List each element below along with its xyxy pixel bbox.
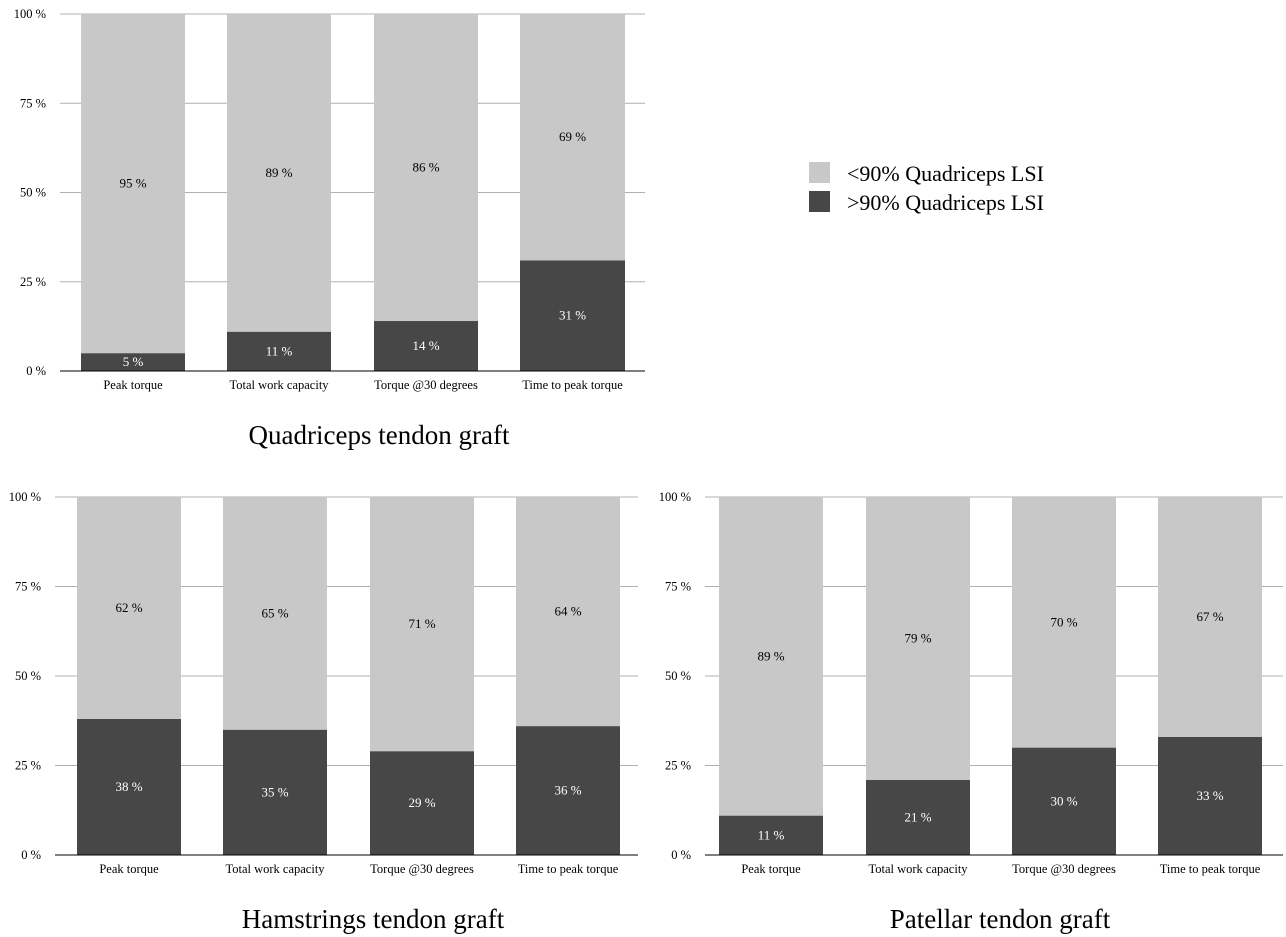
hamstrings-chart: 0 % 25 % 50 % 75 % 100 % 38 % 62 % Peak torque 3… xyxy=(9,490,638,934)
hamstrings-bar-below-90 xyxy=(223,497,327,730)
hamstrings-data-label: 35 % xyxy=(261,784,288,799)
hamstrings-category-label: Time to peak torque xyxy=(518,862,619,876)
patellar-data-label: 70 % xyxy=(1050,614,1077,629)
quadriceps-bar-below-90 xyxy=(520,14,625,261)
patellar-data-label: 21 % xyxy=(904,809,931,824)
patellar-category-label: Torque @30 degrees xyxy=(1012,862,1116,876)
quadriceps-data-label: 14 % xyxy=(412,338,439,353)
hamstrings-category-label: Torque @30 degrees xyxy=(370,862,474,876)
legend-label-below-90: <90% Quadriceps LSI xyxy=(847,161,1044,186)
hamstrings-y-tick-label: 25 % xyxy=(15,759,41,773)
patellar-bar-above-90 xyxy=(1158,736,1262,855)
quadriceps-data-label: 86 % xyxy=(412,160,439,175)
patellar-bar-above-90 xyxy=(866,779,970,855)
quadriceps-y-tick-label: 100 % xyxy=(14,7,46,21)
hamstrings-bar-above-90 xyxy=(223,729,327,855)
patellar-data-label: 30 % xyxy=(1050,793,1077,808)
patellar-category-label: Total work capacity xyxy=(868,862,968,876)
quadriceps-bar-above-90 xyxy=(227,331,331,371)
patellar-y-tick-label: 100 % xyxy=(659,490,691,504)
hamstrings-bar-above-90 xyxy=(516,726,620,855)
hamstrings-y-tick-label: 50 % xyxy=(15,669,41,683)
patellar-bar-below-90 xyxy=(719,497,823,816)
quadriceps-y-tick-label: 50 % xyxy=(20,186,46,200)
patellar-category-label: Time to peak torque xyxy=(1160,862,1261,876)
quadriceps-y-tick-label: 75 % xyxy=(20,96,46,110)
quadriceps-data-label: 89 % xyxy=(265,165,292,180)
patellar-data-label: 33 % xyxy=(1196,788,1223,803)
hamstrings-bar-above-90 xyxy=(370,751,474,855)
patellar-data-label: 89 % xyxy=(757,648,784,663)
legend-label-above-90: >90% Quadriceps LSI xyxy=(847,190,1044,215)
hamstrings-category-label: Total work capacity xyxy=(225,862,325,876)
hamstrings-bar-below-90 xyxy=(516,497,620,727)
patellar-bar-above-90 xyxy=(719,815,823,855)
hamstrings-data-label: 38 % xyxy=(115,779,142,794)
patellar-y-tick-label: 0 % xyxy=(671,848,691,862)
hamstrings-bar-below-90 xyxy=(370,497,474,752)
hamstrings-chart-title: Hamstrings tendon graft xyxy=(242,904,505,934)
hamstrings-data-label: 71 % xyxy=(408,616,435,631)
patellar-chart: 0 % 25 % 50 % 75 % 100 % 11 % 89 % Peak torque 2… xyxy=(659,490,1283,934)
quadriceps-data-label: 31 % xyxy=(559,308,586,323)
hamstrings-y-tick-label: 100 % xyxy=(9,490,41,504)
quadriceps-bar-above-90 xyxy=(81,353,185,371)
quadriceps-bar-below-90 xyxy=(227,14,331,332)
patellar-data-label: 67 % xyxy=(1196,609,1223,624)
patellar-data-label: 11 % xyxy=(758,827,785,842)
quadriceps-category-label: Torque @30 degrees xyxy=(374,378,478,392)
legend-swatch-below-90 xyxy=(809,162,830,183)
hamstrings-bar-below-90 xyxy=(77,497,181,719)
legend: <90% Quadriceps LSI >90% Quadriceps LSI xyxy=(809,161,1044,215)
hamstrings-data-label: 64 % xyxy=(554,604,581,619)
quadriceps-bar-below-90 xyxy=(81,14,185,354)
quadriceps-bar-below-90 xyxy=(374,14,478,322)
quadriceps-category-label: Time to peak torque xyxy=(522,378,623,392)
patellar-bar-below-90 xyxy=(1012,497,1116,748)
patellar-category-label: Peak torque xyxy=(741,862,801,876)
hamstrings-y-tick-label: 0 % xyxy=(21,848,41,862)
hamstrings-y-tick-label: 75 % xyxy=(15,580,41,594)
hamstrings-data-label: 65 % xyxy=(261,605,288,620)
quadriceps-bar-above-90 xyxy=(374,321,478,371)
hamstrings-data-label: 29 % xyxy=(408,795,435,810)
quadriceps-bar-above-90 xyxy=(520,260,625,371)
hamstrings-data-label: 36 % xyxy=(554,783,581,798)
patellar-y-tick-label: 50 % xyxy=(665,669,691,683)
hamstrings-data-label: 62 % xyxy=(115,600,142,615)
quadriceps-data-label: 95 % xyxy=(119,176,146,191)
legend-swatch-above-90 xyxy=(809,191,830,212)
quadriceps-data-label: 69 % xyxy=(559,129,586,144)
quadriceps-data-label: 5 % xyxy=(123,354,144,369)
patellar-data-label: 79 % xyxy=(904,630,931,645)
quadriceps-category-label: Peak torque xyxy=(103,378,163,392)
quadriceps-y-tick-label: 25 % xyxy=(20,275,46,289)
quadriceps-chart-title: Quadriceps tendon graft xyxy=(249,420,510,450)
patellar-bar-above-90 xyxy=(1012,747,1116,855)
quadriceps-chart: 0 % 25 % 50 % 75 % 100 % 5 % 95 % Peak torque 11… xyxy=(14,7,645,450)
hamstrings-bar-above-90 xyxy=(77,718,181,855)
patellar-y-tick-label: 25 % xyxy=(665,759,691,773)
patellar-y-tick-label: 75 % xyxy=(665,580,691,594)
patellar-bar-below-90 xyxy=(1158,497,1262,737)
patellar-bar-below-90 xyxy=(866,497,970,780)
patellar-chart-title: Patellar tendon graft xyxy=(890,904,1111,934)
hamstrings-category-label: Peak torque xyxy=(99,862,159,876)
quadriceps-data-label: 11 % xyxy=(266,343,293,358)
quadriceps-y-tick-label: 0 % xyxy=(26,364,46,378)
quadriceps-category-label: Total work capacity xyxy=(229,378,329,392)
